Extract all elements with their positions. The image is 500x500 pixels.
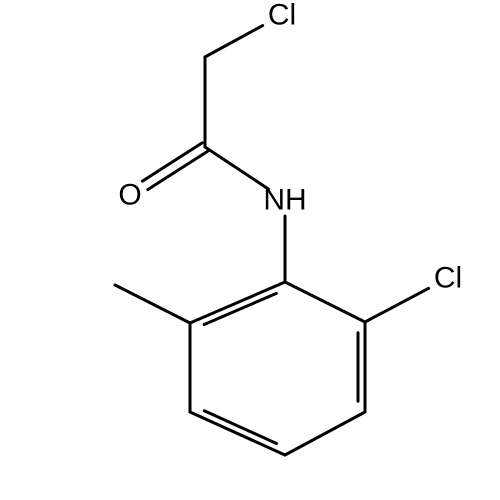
atom-label: NH xyxy=(263,184,306,217)
molecule-diagram: Cl NH O Cl xyxy=(0,0,500,500)
atom-label: O xyxy=(118,179,141,212)
atom-label: Cl xyxy=(268,0,296,32)
atom-label: Cl xyxy=(434,262,462,295)
